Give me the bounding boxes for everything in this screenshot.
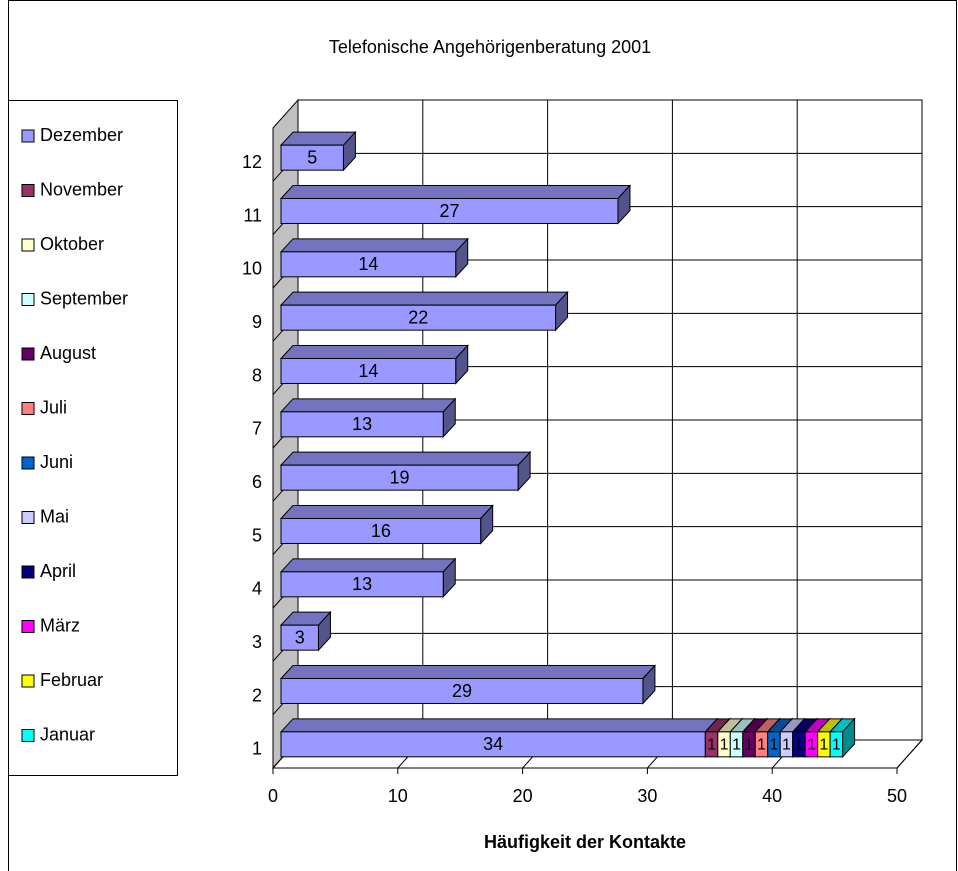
- data-label: 34: [483, 734, 503, 754]
- legend-swatch: [21, 402, 35, 415]
- chart-title: Telefonische Angehörigenberatung 2001: [329, 37, 651, 57]
- y-tick-label: 10: [242, 259, 262, 279]
- y-tick-label: 6: [252, 472, 262, 492]
- y-tick-label: 7: [252, 419, 262, 439]
- data-label: 14: [358, 361, 378, 381]
- bar-top: [279, 505, 494, 519]
- bar-top: [279, 185, 632, 199]
- bar-top: [279, 345, 469, 359]
- x-tick-label: 40: [762, 786, 782, 806]
- data-label: 22: [408, 307, 428, 327]
- legend-swatch: [21, 565, 35, 579]
- x-tick-label: 0: [268, 786, 278, 806]
- legend-label: März: [40, 615, 80, 635]
- legend-swatch: [21, 729, 35, 742]
- grid-line: [896, 739, 923, 769]
- data-label: 1: [732, 737, 741, 754]
- data-label: 1: [707, 737, 716, 754]
- legend-label: April: [40, 561, 76, 581]
- bar-top: [279, 131, 357, 146]
- y-tick-label: 8: [252, 365, 262, 385]
- data-label: 1: [770, 737, 779, 754]
- bar: [280, 358, 457, 384]
- data-label: 19: [390, 467, 410, 487]
- y-tick-label: 11: [243, 205, 262, 225]
- x-tick-label: 20: [513, 786, 533, 806]
- data-label: 1: [782, 737, 791, 754]
- x-axis-label: Häufigkeit der Kontakte: [484, 832, 686, 852]
- bar-top: [279, 398, 457, 413]
- bar: [280, 304, 557, 331]
- legend-label: Dezember: [40, 125, 123, 145]
- data-label: 29: [452, 681, 472, 701]
- data-label: 1: [832, 737, 841, 754]
- legend-swatch: [21, 293, 35, 306]
- bar-top: [279, 718, 719, 733]
- data-label: 14: [358, 254, 378, 274]
- legend-swatch: [21, 511, 35, 524]
- data-label: 13: [352, 574, 372, 594]
- y-tick-label: 5: [252, 525, 262, 545]
- bar-top: [279, 451, 532, 466]
- bar: [280, 518, 482, 544]
- bar: [280, 198, 619, 224]
- bar: [280, 411, 444, 438]
- data-label: 1: [807, 737, 816, 754]
- y-tick-label: 3: [252, 632, 262, 652]
- legend: [8, 100, 178, 776]
- data-label: 3: [295, 627, 305, 647]
- data-label: 1: [745, 737, 754, 754]
- data-label: 1: [757, 737, 766, 754]
- bar: [280, 464, 519, 491]
- legend-label: September: [40, 288, 128, 308]
- bar: [280, 571, 444, 598]
- bar-top: [279, 558, 457, 573]
- bar: [280, 624, 319, 651]
- bar-top: [279, 665, 657, 679]
- legend-swatch: [21, 238, 35, 252]
- data-label: 27: [439, 201, 459, 221]
- x-tick-label: 50: [887, 786, 907, 806]
- data-label: 1: [819, 737, 828, 754]
- legend-swatch: [21, 184, 35, 197]
- bar-top: [279, 238, 469, 253]
- y-tick-label: 9: [252, 312, 262, 332]
- legend-label: Juni: [40, 452, 73, 472]
- data-label: 1: [794, 737, 803, 754]
- legend-swatch: [21, 674, 35, 688]
- legend-swatch: [21, 620, 35, 633]
- legend-label: November: [40, 179, 123, 199]
- bar: [829, 731, 844, 758]
- x-tick-label: 30: [637, 786, 657, 806]
- legend-label: Januar: [40, 724, 95, 744]
- y-tick-label: 2: [252, 685, 262, 705]
- y-tick-label: 1: [252, 739, 262, 759]
- legend-swatch: [21, 129, 35, 143]
- legend-swatch: [21, 347, 35, 361]
- legend-swatch: [21, 456, 35, 470]
- legend-label: Februar: [40, 670, 103, 690]
- bar: [280, 144, 344, 171]
- y-tick-label: 4: [252, 579, 262, 599]
- legend-label: August: [40, 343, 96, 363]
- bar: [280, 731, 706, 758]
- bar-top: [279, 291, 569, 306]
- data-label: 16: [371, 521, 391, 541]
- data-label: 1: [720, 737, 729, 754]
- y-tick-label: 12: [242, 152, 262, 172]
- data-label: 13: [352, 414, 372, 434]
- x-tick-label: 10: [388, 786, 408, 806]
- legend-label: Oktober: [40, 234, 104, 254]
- legend-label: Juli: [40, 397, 67, 417]
- bar: [280, 678, 644, 704]
- bar: [280, 251, 457, 278]
- legend-label: Mai: [40, 506, 69, 526]
- data-label: 5: [307, 147, 317, 167]
